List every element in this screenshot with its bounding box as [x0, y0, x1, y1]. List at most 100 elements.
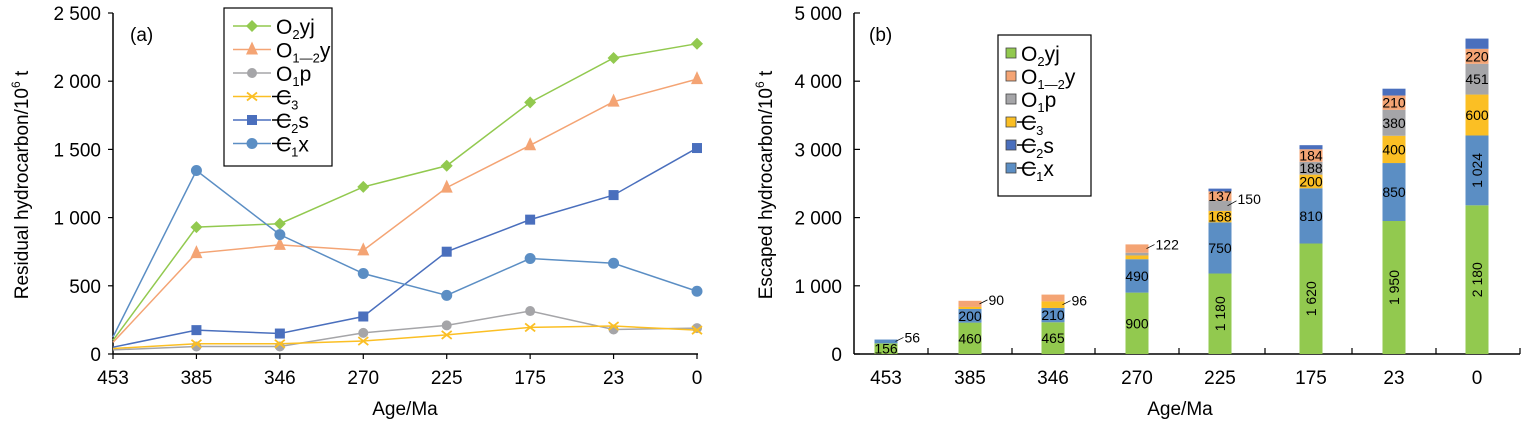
bar-segment-C3 — [1041, 301, 1065, 308]
data-point-C1x — [691, 285, 703, 297]
leader-line — [979, 299, 988, 305]
legend-label-O2yj: O2yj — [276, 16, 315, 42]
data-label-O2yj: 1 950 — [1386, 270, 1402, 305]
chart-b-y-tick-label: 1 000 — [794, 277, 842, 298]
bar-segment-C3 — [1125, 255, 1149, 260]
chart-a-y-tick-label: 500 — [69, 277, 101, 298]
data-label-O1-2y: 184 — [1299, 148, 1323, 164]
bar-segment-C2s — [1299, 145, 1323, 150]
bar-segment-C1x — [1125, 259, 1149, 293]
data-label-O2yj: 2 180 — [1469, 262, 1485, 297]
series-line-C1x — [112, 169, 698, 338]
legend-marker-C1x — [246, 138, 258, 149]
x-marker-stroke — [190, 339, 202, 349]
data-label-C3: 200 — [1299, 173, 1323, 189]
bar-segment-O1p — [1125, 252, 1149, 256]
series-line-C2s — [112, 147, 698, 348]
bar-segment-O1-2y — [1041, 294, 1065, 302]
chart-a-x-tick-label: 346 — [264, 368, 296, 389]
data-label-O1p: 380 — [1382, 115, 1406, 131]
data-point-C2s — [274, 328, 285, 339]
data-point-O1-2y — [190, 245, 203, 259]
bar-segment-O2yj — [1208, 273, 1232, 354]
data-point-C1x — [524, 253, 536, 265]
data-label-O2yj: 465 — [1041, 330, 1065, 346]
data-point-O1-2y — [357, 242, 370, 256]
data-point-C1x — [441, 289, 453, 301]
chart-b-x-tick-label: 23 — [1383, 368, 1404, 389]
legend-marker-O1-2y — [246, 41, 258, 55]
bar-segment-O2yj — [1465, 205, 1489, 354]
series-line-O1-2y — [112, 78, 698, 343]
data-label-C1x: 1 024 — [1469, 153, 1485, 188]
chart-b: 0 1 000 2 000 3 000 4 000 5 000 453 385 346 270 2… — [753, 4, 1521, 420]
data-point-O2yj — [190, 221, 203, 234]
chart-b-y-tick-label: 0 — [831, 345, 842, 366]
bar-segment-C3 — [958, 306, 982, 309]
data-label-O2yj: 1 180 — [1212, 296, 1228, 331]
data-label-O1p: 150 — [1238, 191, 1262, 207]
data-point-C2s — [441, 246, 452, 257]
chart-b-y-tick-label: 2 000 — [794, 209, 842, 230]
bar-segment-C2s — [1208, 188, 1232, 192]
x-marker-stroke — [441, 330, 453, 340]
data-label-O1-2y: 220 — [1465, 48, 1489, 64]
data-point-O1-2y — [607, 93, 620, 107]
bar-segment-O2yj — [958, 322, 982, 354]
chart-a-x-tick-label: 0 — [692, 368, 703, 389]
chart-b-y-tick-label: 4 000 — [794, 72, 842, 93]
legend-label-C3: C3 — [1021, 112, 1043, 138]
data-point-O2yj — [357, 180, 370, 193]
bar-segment-C3 — [1208, 210, 1232, 223]
data-label-O1-2y: 137 — [1208, 188, 1232, 204]
leader-line — [895, 337, 904, 342]
x-marker-stroke — [608, 321, 620, 331]
chart-b-x-tick-label: 346 — [1037, 368, 1069, 389]
chart-a-y-tick-label: 0 — [90, 345, 101, 366]
bar-segment-C3 — [1382, 135, 1406, 164]
data-label-O2yj: 460 — [958, 330, 982, 346]
data-label-O1p: 188 — [1299, 160, 1323, 176]
series-line-O2yj — [112, 42, 698, 341]
legend-label-O1-2y: O1—2y — [1021, 66, 1076, 92]
legend-label-O1p: O1p — [1021, 89, 1056, 115]
chart-a-panel-label: (a) — [130, 25, 153, 46]
data-point-O1p — [525, 306, 536, 317]
bar-segment-O1-2y — [1208, 191, 1232, 201]
data-point-C1x — [274, 229, 286, 241]
bar-segment-O1p — [1382, 109, 1406, 136]
chart-a-x-tick-label: 23 — [603, 368, 624, 389]
data-point-O1p — [441, 320, 452, 331]
data-point-O1-2y — [273, 236, 286, 250]
bar-segment-O1p — [1299, 161, 1323, 175]
data-point-C2s — [608, 190, 619, 201]
data-label-O1p: 451 — [1465, 71, 1489, 87]
data-label-C3: 96 — [1072, 293, 1088, 309]
data-point-C3 — [524, 322, 536, 333]
data-point-C3 — [691, 325, 703, 335]
data-point-O2yj — [691, 37, 703, 50]
bar-segment-C1x — [874, 339, 898, 344]
bar-segment-O2yj — [1382, 221, 1406, 354]
bar-segment-O1p — [1208, 200, 1232, 211]
leader-line — [1227, 200, 1237, 207]
legend-label-C2s: C2s — [276, 110, 309, 136]
bar-segment-O1-2y — [1125, 244, 1149, 253]
data-point-C3 — [190, 339, 202, 349]
bar-segment-C1x — [1299, 188, 1323, 244]
data-label-O2yj: 156 — [874, 341, 898, 357]
chart-b-x-axis-title: Age/Ma — [1147, 399, 1213, 420]
data-label-C3: 600 — [1465, 107, 1489, 123]
legend-marker-C2s — [247, 115, 257, 125]
chart-a-x-tick-label: 453 — [97, 368, 129, 389]
bar-segment-C1x — [1208, 222, 1232, 274]
legend-marker-O1p — [247, 68, 257, 78]
data-point-C2s — [692, 143, 702, 154]
legend-label-O1p: O1p — [276, 63, 311, 89]
legend-label-C3: C3 — [276, 87, 298, 113]
bar-segment-O1p — [1465, 63, 1489, 95]
legend-swatch-C3 — [1005, 116, 1017, 128]
legend-swatch-O1-2y — [1005, 70, 1017, 82]
